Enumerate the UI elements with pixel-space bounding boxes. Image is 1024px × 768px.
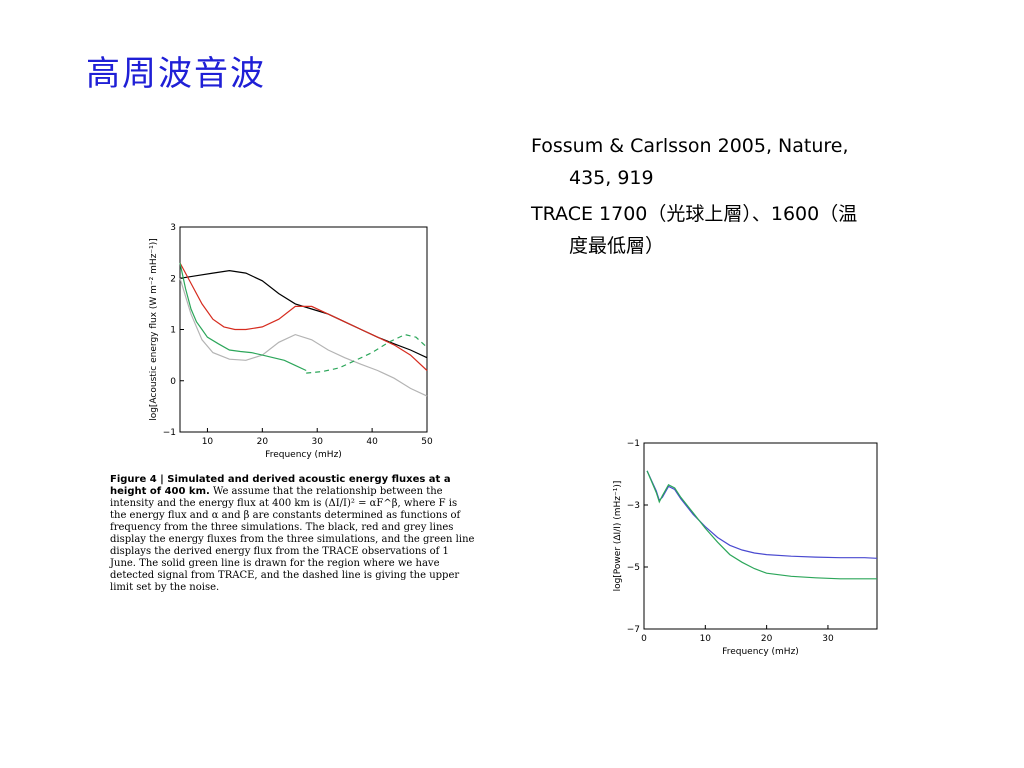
x-tick-label: 30 [311, 437, 323, 447]
y-tick-label: 3 [170, 223, 176, 233]
reference-line: 435, 919 [569, 167, 654, 189]
y-tick-label: −1 [163, 428, 176, 438]
power-spectrum-chart: 0 10 20 30 −7 −5 −3 −1 Frequency (mHz) log[Power … [613, 439, 878, 657]
plot-frame [643, 442, 878, 630]
y-tick-label: 0 [170, 377, 176, 387]
series-line [179, 278, 428, 397]
figure-caption: Figure 4 | Simulated and derived acousti… [110, 474, 475, 594]
x-tick-label: 20 [761, 634, 773, 644]
y-tick-label: −3 [627, 501, 640, 511]
plot-frame [179, 226, 428, 433]
reference-line: Fossum & Carlsson 2005, Nature, [531, 135, 849, 157]
x-axis-label: Frequency (mHz) [265, 450, 342, 460]
reference-item: Fossum & Carlsson 2005, Nature, 435, 919 [531, 130, 971, 194]
reference-line: 度最低層） [569, 235, 665, 257]
reference-item: TRACE 1700（光球上層）、1600（温 度最低層） [531, 198, 971, 262]
y-tick-label: 2 [170, 274, 176, 284]
caption-body: We assume that the relationship between … [110, 486, 475, 593]
x-tick-label: 10 [202, 437, 214, 447]
series-line [179, 262, 307, 372]
series-line [179, 262, 428, 371]
y-tick-label: −1 [627, 439, 640, 449]
x-axis-label: Frequency (mHz) [722, 647, 799, 657]
x-tick-label: 10 [700, 634, 712, 644]
y-tick-label: −5 [627, 563, 640, 573]
y-tick-label: −7 [627, 625, 640, 635]
series-line [306, 333, 428, 374]
x-tick-label: 0 [641, 634, 647, 644]
reference-line: TRACE 1700（光球上層）、1600（温 [531, 203, 858, 225]
x-tick-label: 40 [366, 437, 378, 447]
series-line [646, 470, 877, 580]
slide-title: 高周波音波 [86, 54, 266, 94]
energy-flux-chart: 10 20 30 40 50 −1 0 1 2 3 Frequency (mHz) log[Acous… [149, 223, 433, 460]
series-line [179, 269, 428, 359]
reference-list: Fossum & Carlsson 2005, Nature, 435, 919… [531, 130, 971, 266]
series-line [646, 470, 878, 559]
x-tick-label: 30 [822, 634, 834, 644]
x-tick-label: 50 [421, 437, 433, 447]
caption-heading: Figure 4 | Simulated and derived acousti… [110, 474, 451, 497]
y-axis-label: log[Power (ΔI/I) (mHz⁻¹)] [613, 481, 623, 592]
x-tick-label: 20 [257, 437, 269, 447]
y-tick-label: 1 [170, 326, 176, 336]
y-axis-label: log[Acoustic energy flux (W m⁻² mHz⁻¹)] [149, 238, 159, 421]
